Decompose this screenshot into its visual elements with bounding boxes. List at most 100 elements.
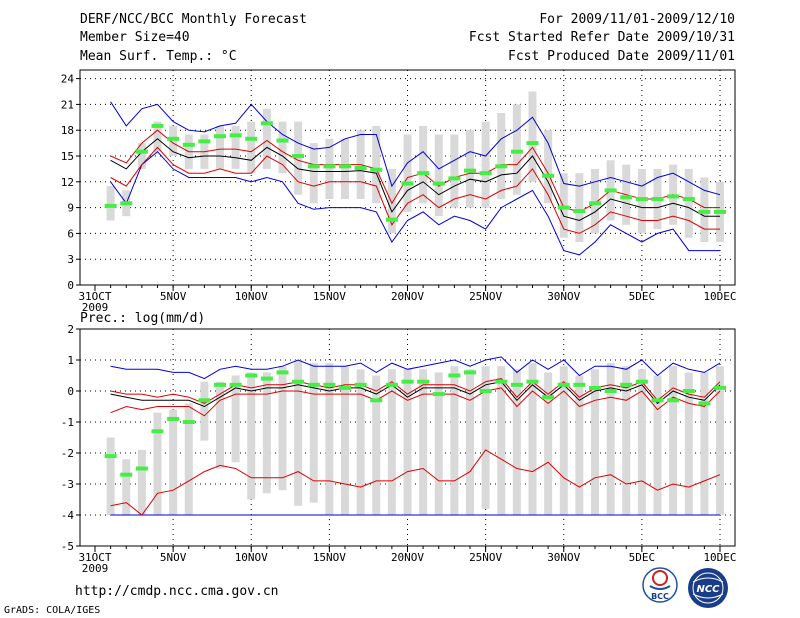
observation-marker	[214, 382, 226, 387]
y-tick-label: 0	[67, 279, 74, 292]
ensemble-box	[544, 130, 553, 204]
observation-marker	[292, 154, 305, 158]
observation-marker	[573, 382, 586, 387]
ensemble-box	[169, 125, 178, 156]
fcst-started-date: Fcst Started Refer Date 2009/10/31	[469, 30, 735, 45]
ensemble-box	[559, 173, 568, 238]
x-tick-label: 31OCT	[78, 290, 111, 303]
ensemble-box	[106, 186, 115, 221]
x-tick-label: 25NOV	[469, 551, 502, 564]
ensemble-box	[200, 381, 209, 441]
observation-marker	[495, 164, 508, 169]
ensemble-box	[528, 91, 537, 182]
member-size: Member Size=40	[80, 30, 190, 45]
ensemble-box	[247, 121, 256, 174]
ensemble-box	[669, 366, 678, 515]
observation-marker	[604, 188, 617, 193]
ensemble-box	[262, 108, 271, 169]
observation-marker	[714, 209, 726, 214]
mid-spread-line	[110, 387, 721, 417]
observation-marker	[135, 466, 148, 471]
observation-marker	[354, 166, 367, 171]
observation-marker	[464, 168, 476, 173]
ensemble-box	[325, 363, 334, 515]
y-tick-label: 2	[67, 323, 74, 336]
ensemble-box	[387, 369, 396, 515]
chart-title: DERF/NCC/BCC Monthly Forecast	[80, 12, 307, 27]
fcst-produced-date: Fcst Produced Date 2009/11/01	[508, 49, 735, 64]
observation-marker	[104, 454, 117, 459]
x-tick-label: 15NOV	[313, 551, 346, 564]
observation-marker	[104, 203, 117, 208]
ensemble-box	[247, 372, 256, 500]
ensemble-max-line	[110, 101, 721, 196]
ensemble-box	[341, 138, 349, 199]
observation-marker	[339, 385, 351, 390]
ensemble-box	[231, 125, 240, 169]
ensemble-box	[700, 372, 709, 515]
x-tick-label: 20NOV	[391, 551, 424, 564]
ensemble-box	[216, 125, 224, 169]
lower-spread-line	[110, 146, 720, 234]
observation-marker	[635, 379, 648, 384]
observation-marker	[276, 138, 289, 143]
observation-marker	[667, 194, 680, 199]
observation-marker	[510, 149, 523, 154]
y-tick-label: 9	[67, 202, 74, 215]
ensemble-box	[637, 168, 646, 234]
observation-marker	[542, 173, 555, 178]
observation-marker	[151, 429, 164, 434]
observation-marker	[589, 385, 601, 390]
observation-marker	[542, 395, 555, 400]
observation-marker	[479, 171, 492, 176]
ensemble-box	[278, 121, 287, 174]
x-tick-label: 10DEC	[703, 551, 736, 564]
observation-marker	[651, 197, 664, 201]
svg-text:BCC: BCC	[651, 592, 669, 601]
ensemble-box	[512, 104, 521, 195]
ensemble-box	[262, 372, 271, 494]
x-tick-label: 30NOV	[547, 290, 580, 303]
observation-marker	[698, 401, 711, 406]
observation-marker	[323, 164, 336, 169]
observation-marker	[557, 382, 570, 387]
ensemble-box	[216, 381, 224, 469]
ensemble-box	[481, 121, 490, 208]
observation-marker	[401, 379, 414, 384]
observation-marker	[385, 382, 398, 387]
x-tick-label: 20NOV	[391, 290, 424, 303]
observation-marker	[464, 370, 476, 375]
x-tick-label: 10NOV	[235, 551, 268, 564]
upper-spread-line	[110, 129, 720, 213]
ensemble-box	[575, 375, 584, 515]
y-tick-label: 18	[61, 124, 74, 137]
observation-marker	[120, 472, 133, 477]
ensemble-box	[684, 372, 693, 515]
y-tick-label: 6	[67, 227, 74, 240]
y-tick-label: -4	[61, 509, 75, 522]
observation-marker	[135, 149, 148, 154]
ensemble-box	[700, 177, 709, 242]
x-tick-label: 10NOV	[235, 290, 268, 303]
ensemble-box	[450, 134, 459, 208]
observation-marker	[432, 392, 445, 397]
ensemble-box	[653, 375, 662, 515]
footer-url[interactable]: http://cmdp.ncc.cma.gov.cn	[75, 584, 279, 599]
ensemble-box	[497, 113, 506, 199]
ensemble-box	[372, 375, 381, 515]
ensemble-box	[575, 173, 584, 242]
observation-marker	[682, 389, 695, 393]
ensemble-box	[325, 138, 334, 199]
ensemble-box	[466, 369, 474, 515]
ensemble-box	[606, 363, 615, 515]
ensemble-box	[153, 412, 162, 515]
ensemble-box	[450, 366, 459, 515]
ensemble-box	[137, 449, 146, 515]
ensemble-min-line	[110, 151, 720, 256]
forecast-period: For 2009/11/01-2009/12/10	[539, 12, 735, 27]
x-tick-label: 2009	[82, 562, 109, 575]
grads-credit: GrADS: COLA/IGES	[4, 605, 100, 616]
observation-marker	[620, 195, 633, 200]
observation-marker	[557, 205, 570, 210]
